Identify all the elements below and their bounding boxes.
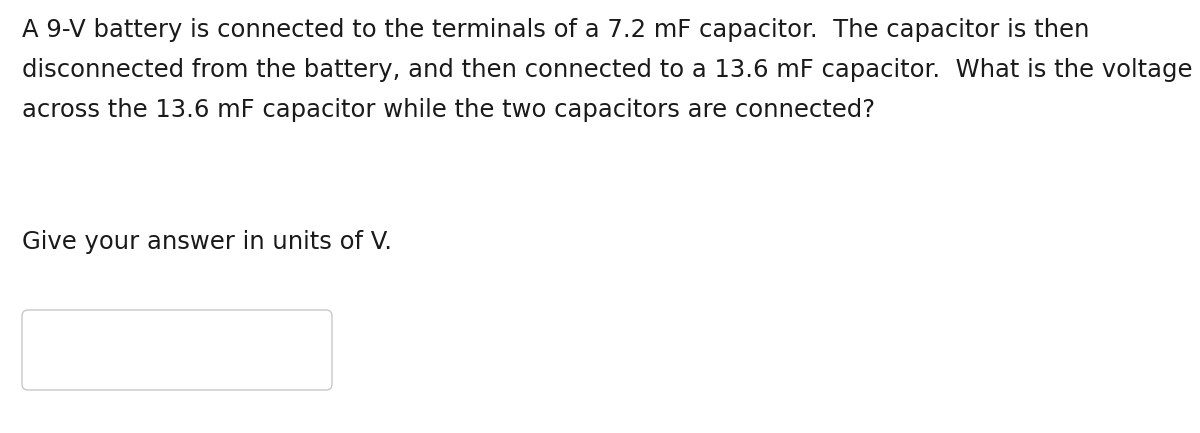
FancyBboxPatch shape [22,310,332,390]
Text: A 9-V battery is connected to the terminals of a 7.2 mF capacitor.  The capacito: A 9-V battery is connected to the termin… [22,18,1090,42]
Text: across the 13.6 mF capacitor while the two capacitors are connected?: across the 13.6 mF capacitor while the t… [22,98,875,122]
Text: disconnected from the battery, and then connected to a 13.6 mF capacitor.  What : disconnected from the battery, and then … [22,58,1193,82]
Text: Give your answer in units of V.: Give your answer in units of V. [22,230,392,254]
